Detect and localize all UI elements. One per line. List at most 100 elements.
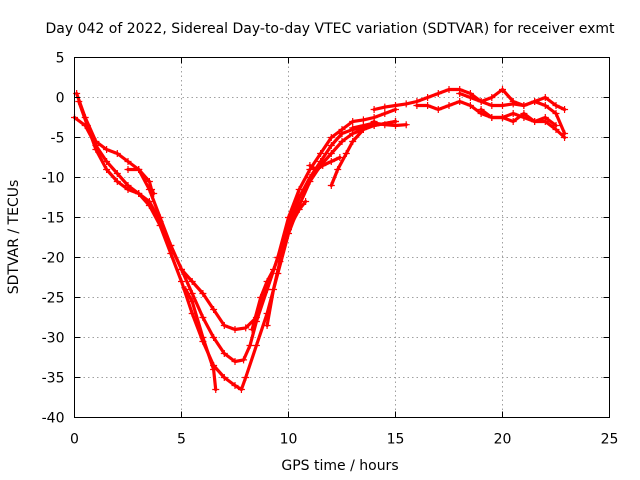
x-tick-label: 20 [494, 432, 512, 448]
x-tick-label: 15 [387, 432, 405, 448]
data-point [188, 290, 196, 297]
series-line [250, 267, 276, 332]
data-point [210, 366, 218, 373]
data-point [327, 142, 335, 149]
data-point [188, 278, 196, 285]
series-group [477, 106, 569, 141]
data-point [81, 122, 89, 129]
data-point [231, 326, 239, 333]
data-point [552, 102, 560, 109]
x-tick-label: 25 [601, 432, 619, 448]
data-point [148, 186, 156, 193]
data-point [145, 178, 153, 185]
series-line [265, 199, 308, 328]
data-point [246, 342, 254, 349]
data-point [178, 278, 185, 285]
data-point [488, 114, 496, 121]
y-tick-label: -25 [42, 291, 65, 307]
series-group [456, 86, 569, 113]
y-tick-label: -20 [42, 251, 65, 267]
y-axis-label: SDTVAR / TECUs [6, 180, 22, 295]
data-point [336, 154, 344, 161]
data-point [92, 142, 100, 149]
data-point [359, 122, 367, 129]
data-point [242, 374, 250, 381]
data-point [541, 102, 549, 109]
data-point [338, 138, 346, 145]
data-point [113, 178, 121, 185]
data-point [240, 356, 248, 364]
data-point [509, 98, 517, 105]
data-point [456, 90, 464, 97]
data-point [124, 158, 132, 165]
data-point [182, 286, 190, 293]
data-point [135, 190, 143, 197]
y-tick-label: -10 [42, 171, 65, 187]
series-group [370, 86, 569, 137]
data-point [263, 322, 271, 329]
data-point [327, 182, 335, 189]
y-tick-label: -35 [42, 371, 65, 387]
data-point [145, 202, 153, 209]
data-point [270, 286, 278, 293]
data-point [392, 122, 399, 129]
y-tick-label: -15 [42, 211, 65, 227]
x-tick-label: 10 [280, 432, 298, 448]
data-point [561, 134, 569, 141]
data-point [520, 110, 528, 117]
data-point [306, 178, 314, 185]
y-tick-label: -5 [51, 131, 65, 147]
data-point [237, 386, 245, 393]
data-point [477, 98, 485, 105]
data-point [263, 278, 271, 285]
data-point [319, 162, 327, 169]
data-point [124, 182, 132, 189]
data-point [231, 358, 239, 365]
data-point [445, 102, 453, 109]
data-point [445, 86, 453, 93]
plot-frame [74, 57, 610, 418]
data-point [113, 170, 121, 177]
data-point [402, 100, 410, 108]
data-point [413, 102, 421, 109]
y-tick-label: 5 [56, 51, 65, 67]
series-group [75, 98, 399, 365]
data-point [488, 102, 496, 109]
data-point [349, 124, 357, 132]
data-point [392, 102, 399, 109]
data-point [381, 110, 389, 117]
data-point [295, 186, 303, 193]
series-layer [71, 86, 569, 393]
series-group [263, 198, 310, 329]
data-point [520, 102, 528, 109]
axis-ticks [74, 57, 610, 418]
y-tick-label: -30 [42, 331, 65, 347]
data-point [342, 150, 350, 157]
data-point [103, 146, 111, 153]
x-tick-label: 5 [177, 432, 186, 448]
x-tick-label: 0 [70, 432, 79, 448]
data-point [210, 306, 218, 313]
data-point [103, 158, 111, 165]
data-point [424, 94, 432, 101]
data-point [252, 342, 260, 349]
data-point [327, 158, 335, 165]
data-point [477, 106, 485, 113]
data-point [210, 334, 218, 341]
series-line [77, 99, 398, 364]
data-point [466, 102, 474, 109]
series-group [248, 266, 278, 333]
data-point [124, 166, 132, 173]
data-point [488, 94, 496, 101]
data-point [381, 121, 389, 129]
data-point [370, 106, 378, 113]
data-point [306, 162, 314, 169]
data-point [199, 334, 207, 341]
y-tick-label: -40 [42, 411, 65, 427]
data-point [156, 222, 164, 229]
y-tick-label: 0 [56, 91, 65, 107]
data-point [509, 118, 517, 125]
data-point [317, 150, 325, 157]
x-axis-label: GPS time / hours [281, 458, 398, 474]
data-point [499, 86, 506, 93]
